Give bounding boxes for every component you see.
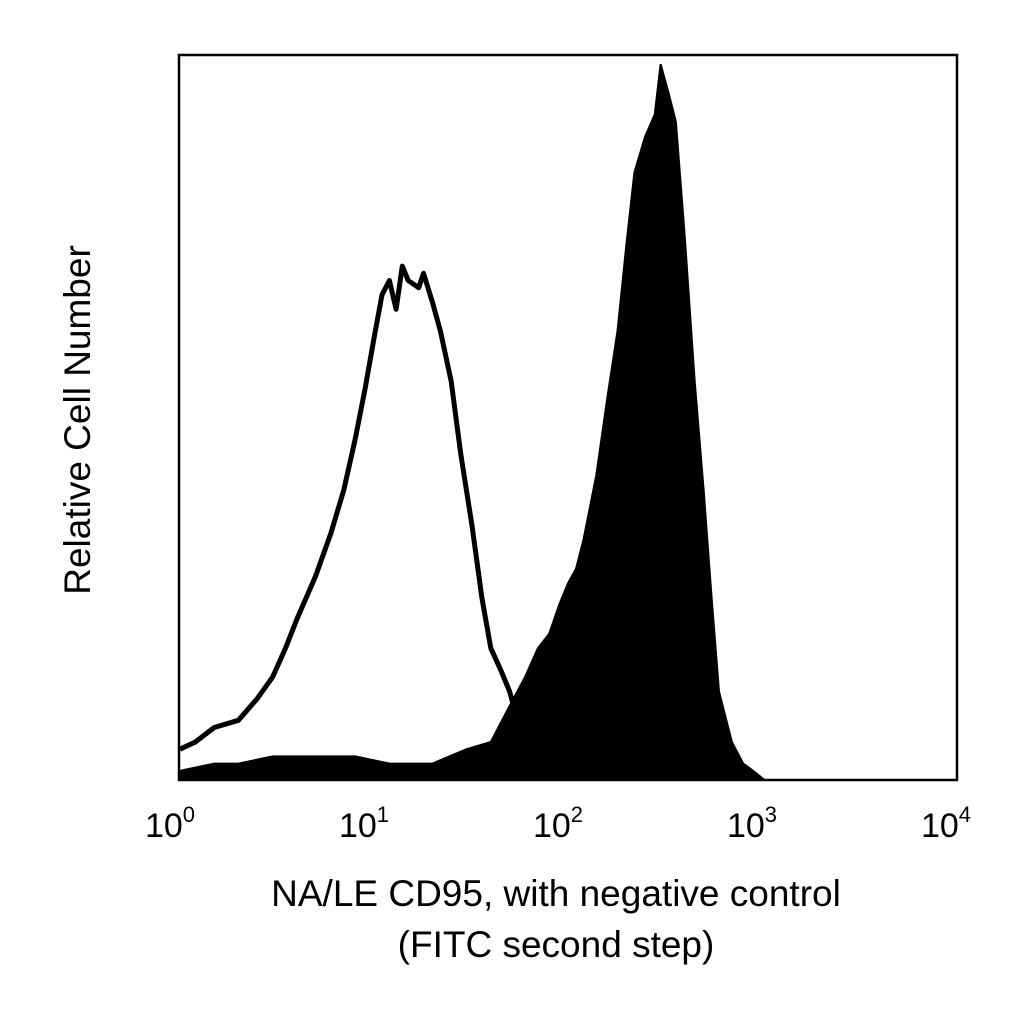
x-axis-title-line1: NA/LE CD95, with negative control [271,873,841,914]
outline-histogram-series [178,263,521,752]
y-axis-title: Relative Cell Number [57,245,98,595]
filled-histogram-series [179,63,765,779]
x-tick-label: 102 [533,802,583,845]
x-axis-title-line2: (FITC second step) [398,924,715,965]
x-tick-label: 103 [727,802,777,845]
series-layer [178,63,765,779]
x-tick-label: 101 [339,802,389,845]
x-tick-label: 100 [145,802,195,845]
plot-frame [177,53,959,782]
x-tick-label: 104 [921,802,971,845]
x-tick-labels: 100 101 102 103 104 [145,802,971,845]
